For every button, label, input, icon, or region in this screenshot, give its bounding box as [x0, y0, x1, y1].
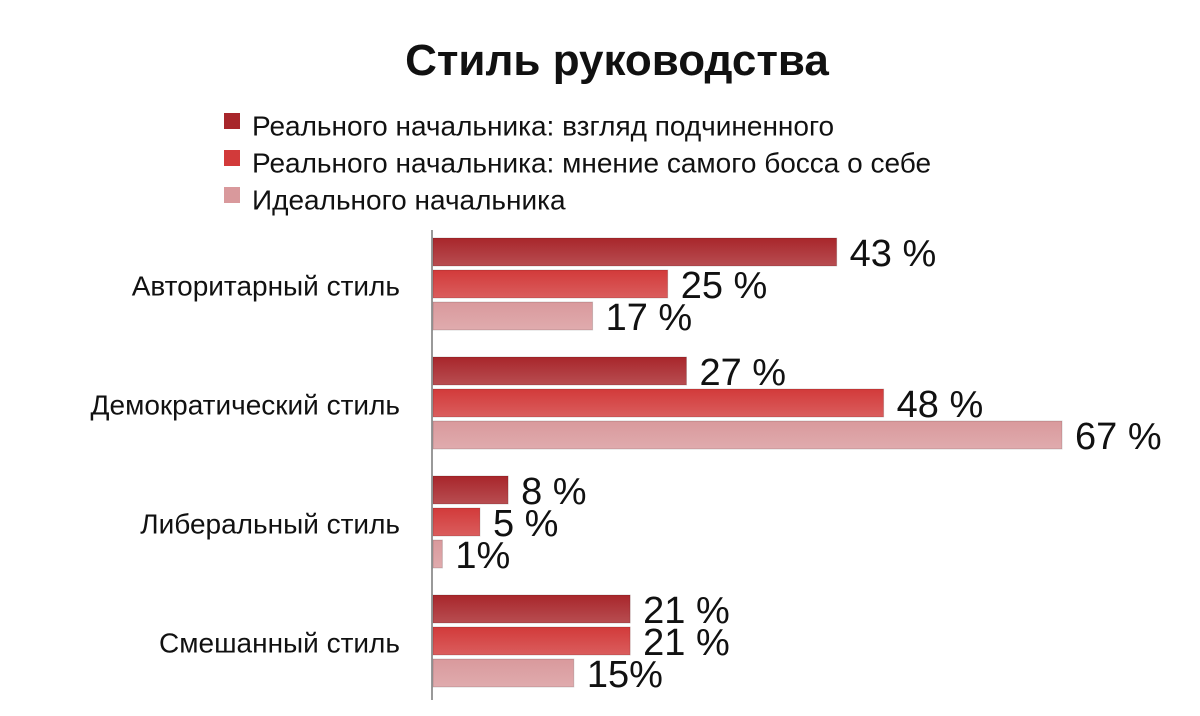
bar: [432, 420, 1063, 450]
category-label: Авторитарный стиль: [132, 270, 400, 301]
bar: [432, 356, 687, 386]
bar: [432, 507, 481, 537]
bar: [432, 658, 575, 688]
bar: [432, 388, 885, 418]
data-label: 5 %: [493, 503, 558, 545]
data-label: 43 %: [850, 233, 937, 275]
data-label: 21 %: [643, 622, 730, 664]
data-label: 48 %: [897, 384, 984, 426]
bar: [432, 475, 509, 505]
bar: [432, 626, 631, 656]
legend-swatch: [224, 187, 240, 203]
data-label: 1%: [455, 535, 510, 577]
data-label: 8 %: [521, 471, 586, 513]
data-label: 67 %: [1075, 416, 1162, 458]
data-label: 27 %: [699, 352, 786, 394]
data-label: 15%: [587, 654, 663, 696]
legend-label: Реального начальника: взгляд подчиненног…: [252, 110, 834, 141]
bar: [432, 269, 669, 299]
bar: [432, 539, 443, 569]
data-label: 21 %: [643, 590, 730, 632]
category-label: Либеральный стиль: [140, 508, 400, 539]
data-label: 17 %: [606, 297, 693, 339]
data-label: 25 %: [681, 265, 768, 307]
legend-label: Реального начальника: мнение самого босс…: [252, 147, 931, 178]
chart-title: Стиль руководства: [405, 36, 829, 85]
bar: [432, 237, 838, 267]
bar: [432, 301, 594, 331]
category-label: Демократический стиль: [91, 389, 400, 420]
legend-swatch: [224, 150, 240, 166]
category-label: Смешанный стиль: [159, 627, 400, 658]
legend-label: Идеального начальника: [252, 184, 566, 215]
bar: [432, 594, 631, 624]
legend-swatch: [224, 113, 240, 129]
